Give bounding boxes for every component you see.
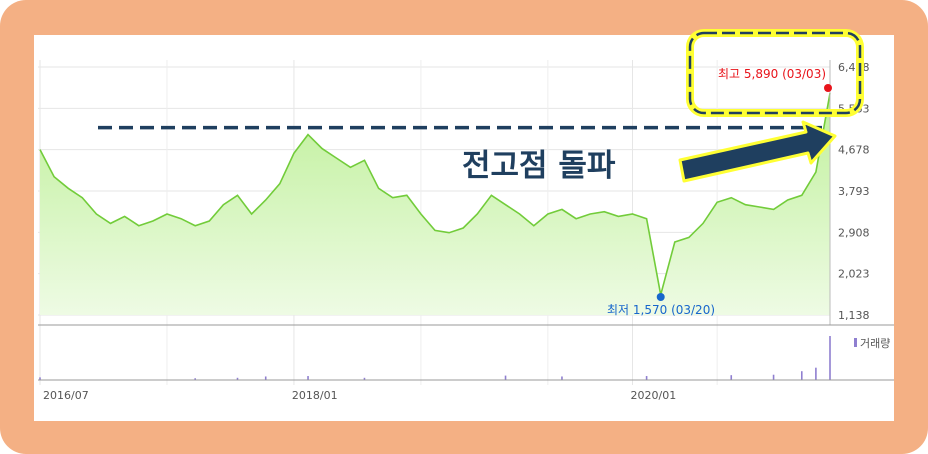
price-area bbox=[39, 92, 831, 315]
y-tick-label: 3,793 bbox=[838, 185, 870, 198]
volume-bar bbox=[307, 376, 309, 380]
x-tick-label: 2020/01 bbox=[631, 389, 677, 402]
x-tick-label: 2018/01 bbox=[292, 389, 338, 402]
volume-bar bbox=[194, 378, 196, 380]
y-tick-label: 4,678 bbox=[838, 144, 870, 157]
x-tick-label: 2016/07 bbox=[43, 389, 89, 402]
volume-bar bbox=[730, 375, 733, 380]
high-price-label: 최고 5,890 (03/03) bbox=[718, 67, 826, 81]
y-tick-label: 6,448 bbox=[838, 61, 870, 74]
price-line bbox=[39, 92, 831, 296]
x-tick-labels: 2016/07 2018/01 2020/01 bbox=[43, 389, 676, 402]
annotations: 최고 5,890 (03/03) 최저 1,570 (03/20) 전고점 돌파 bbox=[98, 29, 864, 317]
volume-bars bbox=[39, 336, 831, 380]
y-tick-label: 1,138 bbox=[838, 309, 870, 322]
high-highlight-box bbox=[688, 31, 862, 115]
breakout-arrow-icon bbox=[678, 120, 837, 183]
breakout-callout-text: 전고점 돌파 bbox=[462, 148, 616, 184]
price-area-fill bbox=[40, 93, 830, 315]
y-tick-label: 2,023 bbox=[838, 268, 870, 281]
volume-bar bbox=[772, 374, 775, 380]
volume-bar bbox=[264, 376, 267, 380]
volume-bar bbox=[645, 376, 648, 380]
high-price-marker bbox=[824, 84, 832, 92]
volume-bar bbox=[363, 377, 366, 380]
volume-bar bbox=[504, 375, 507, 380]
volume-bar bbox=[561, 376, 563, 380]
y-tick-label: 2,908 bbox=[838, 226, 870, 239]
low-price-label: 최저 1,570 (03/20) bbox=[607, 303, 715, 317]
volume-legend-label: 거래량 bbox=[860, 337, 890, 350]
axes bbox=[38, 60, 894, 381]
volume-bar bbox=[800, 371, 803, 380]
volume-bar bbox=[39, 377, 41, 380]
volume-legend-swatch bbox=[854, 338, 857, 347]
volume-bar bbox=[236, 377, 239, 380]
low-price-marker bbox=[656, 293, 665, 301]
volume-bar bbox=[829, 336, 831, 380]
volume-bar bbox=[815, 367, 817, 380]
